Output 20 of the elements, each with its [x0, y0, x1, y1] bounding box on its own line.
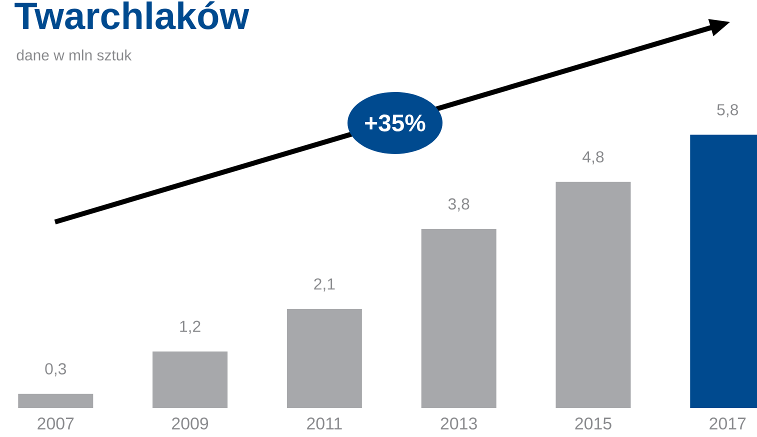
x-tick-label: 2013: [440, 418, 477, 430]
bar: [286, 309, 362, 408]
bar: [18, 394, 94, 408]
chart-title: Twarchlaków: [14, 1, 250, 30]
x-tick-label: 2007: [38, 418, 74, 430]
bar: [152, 351, 228, 408]
x-tick-label: 2017: [710, 418, 746, 430]
bar: [556, 182, 631, 408]
x-tick-label: 2011: [307, 418, 342, 430]
bar: [421, 228, 496, 408]
chart-subtitle: dane w mln sztuk: [16, 50, 132, 60]
data-label: 4,8: [582, 151, 604, 164]
data-label: 0,3: [45, 363, 66, 376]
x-tick-label: 2009: [172, 418, 208, 430]
data-label: 1,2: [180, 320, 200, 334]
data-label: 3,8: [448, 198, 470, 212]
x-tick-label: 2015: [575, 418, 612, 430]
data-label: 2,1: [314, 278, 335, 292]
data-label: 5,8: [717, 104, 738, 118]
text: +35%: [365, 114, 426, 132]
